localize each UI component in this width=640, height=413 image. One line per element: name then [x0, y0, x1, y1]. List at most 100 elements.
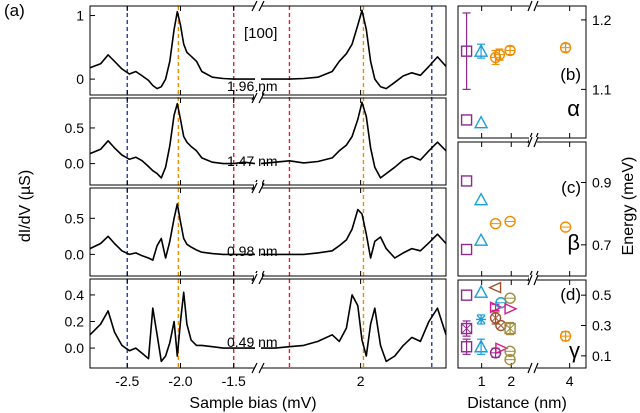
axis-break-mark	[258, 0, 265, 12]
axis-break-mark	[533, 362, 539, 374]
series-label: 1.47 nm	[227, 153, 278, 169]
axis-break-mark	[527, 136, 533, 148]
data-point-cross	[504, 323, 516, 334]
spectrum-line	[261, 208, 447, 259]
data-point-triangle	[473, 232, 489, 246]
subplot-frame	[89, 5, 447, 96]
subplot-frame	[457, 141, 587, 277]
spectrum-line	[89, 203, 255, 261]
x-tick-label: 1	[478, 373, 486, 389]
axis-break-gap	[254, 182, 262, 194]
subplot-frame	[89, 278, 447, 369]
data-point-triangle	[487, 281, 502, 294]
data-point-square	[460, 175, 473, 187]
greek-label: γ	[569, 338, 580, 363]
axis-break-mark	[251, 0, 258, 12]
axis-break-mark	[251, 273, 258, 285]
direction-label: [100]	[244, 25, 277, 42]
data-point-square	[460, 322, 473, 335]
y-tick-label: 0.7	[592, 237, 612, 253]
greek-label: β	[567, 230, 580, 255]
y-tick-label: 0.1	[592, 348, 612, 364]
panel-label: (d)	[560, 285, 581, 304]
greek-label: α	[567, 96, 580, 121]
subplot-frame	[89, 187, 447, 277]
x-tick-label: -1.5	[222, 373, 246, 389]
axis-break-mark	[527, 0, 533, 12]
x-tick-label: -2.0	[168, 373, 192, 389]
y-tick-label: 0	[76, 71, 84, 87]
spectrum-line	[261, 9, 447, 90]
data-point-cross	[497, 321, 505, 330]
subplot-frame	[89, 97, 447, 186]
spectrum-line	[89, 291, 255, 363]
axis-break-mark	[251, 182, 258, 194]
series-label: 0.98 nm	[227, 243, 278, 259]
x-tick-label: 2	[357, 373, 365, 389]
axis-break-mark	[251, 362, 258, 374]
data-point-triangle	[495, 342, 509, 355]
x-tick-label: 4	[566, 373, 574, 389]
data-point-square	[460, 341, 473, 353]
data-point-square	[460, 243, 473, 256]
data-point-circle	[489, 312, 502, 324]
subplot-frame	[457, 5, 587, 139]
axis-break-mark	[251, 92, 258, 104]
y-tick-label: 0.5	[65, 120, 85, 136]
x-tick-label: 2	[507, 373, 515, 389]
axis-break-gap	[529, 275, 537, 285]
axis-break-mark	[258, 273, 265, 285]
panel-label: (c)	[561, 178, 581, 197]
data-point-triangle	[473, 192, 489, 206]
y-tick-label: 0.0	[65, 156, 85, 172]
axis-break-mark	[258, 182, 265, 194]
axis-break-gap	[254, 0, 262, 12]
axis-break-gap	[529, 1, 537, 11]
x-tick-label: -2.5	[115, 373, 139, 389]
y-tick-label: 1.2	[592, 12, 612, 28]
axis-break-gap	[254, 273, 262, 285]
data-point-triangle	[473, 284, 489, 298]
spectrum-line	[89, 10, 255, 90]
data-point-triangle	[473, 339, 489, 353]
data-point-square	[460, 114, 473, 126]
data-point-cross	[491, 314, 500, 322]
x-axis-label-a: Sample bias (mV)	[189, 395, 316, 412]
y-tick-label: 0.0	[65, 340, 85, 356]
panel-a: 0 1 1.96 nm 0.0 0.5 1.47 nm 0.0 0.5 0.98 nm 0.0 0.…	[65, 0, 447, 389]
y-tick-label: 1	[76, 8, 84, 24]
panel-label: (b)	[560, 65, 581, 84]
data-point-star	[476, 314, 487, 325]
subplot-frame	[457, 279, 587, 369]
y-tick-label: 1.1	[592, 81, 612, 97]
axis-break-gap	[254, 92, 262, 104]
y-tick-label: 0.0	[65, 246, 85, 262]
series-label: 0.49 nm	[227, 334, 278, 350]
axis-break-mark	[258, 92, 265, 104]
axis-break-gap	[254, 362, 262, 374]
axis-break-gap	[529, 137, 537, 147]
data-point-cross	[461, 323, 472, 334]
panel-b: 1.1 1.2 (b) α	[457, 0, 612, 144]
x-axis-label-right: Distance (nm)	[467, 395, 567, 412]
y-tick-label: 0.2	[65, 314, 85, 330]
data-point-triangle	[504, 302, 518, 315]
y-tick-label: 0.5	[592, 287, 612, 303]
data-point-circle	[495, 319, 507, 332]
axis-break-mark	[527, 274, 533, 286]
axis-break-gap	[529, 363, 537, 373]
axis-break-mark	[533, 274, 539, 286]
y-tick-label: 0.5	[65, 210, 85, 226]
data-point-square	[504, 322, 516, 335]
y-axis-label-right: Energy (meV)	[620, 157, 637, 256]
axis-break-mark	[258, 362, 265, 374]
data-point-square	[460, 45, 473, 57]
y-tick-label: 0.9	[592, 175, 612, 191]
spectrum-line	[261, 294, 447, 363]
panel-a-label: (a)	[4, 1, 25, 20]
data-point-triangle	[473, 43, 489, 57]
axis-break-mark	[533, 0, 539, 12]
y-tick-label: 0.3	[592, 318, 612, 334]
axis-break-mark	[533, 136, 539, 148]
